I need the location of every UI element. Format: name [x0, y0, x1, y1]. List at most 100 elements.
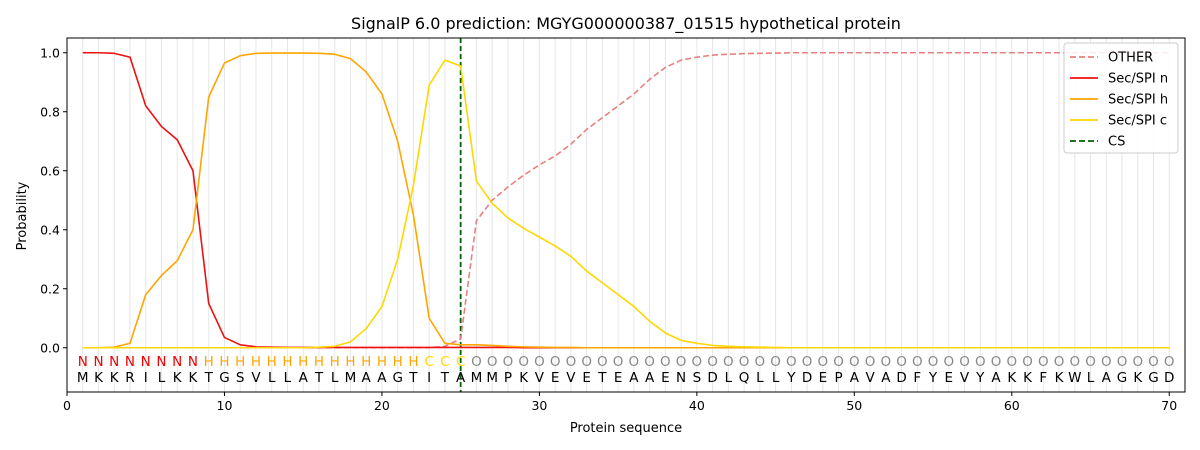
residue-label: D: [707, 370, 717, 386]
residue-label: R: [125, 370, 134, 386]
region-label: H: [345, 354, 355, 370]
region-label: O: [833, 354, 844, 370]
series-line-sec-spi-c: [82, 59, 1170, 349]
region-label: N: [78, 354, 88, 370]
residue-label: G: [219, 370, 229, 386]
region-label: O: [912, 354, 923, 370]
region-label: O: [534, 354, 545, 370]
residue-label: M: [345, 370, 357, 386]
region-label: N: [141, 354, 151, 370]
residue-label: L: [725, 370, 733, 386]
region-label: O: [1006, 354, 1017, 370]
region-label: C: [424, 354, 433, 370]
y-axis-label: Probability: [15, 181, 30, 250]
y-tick-label: 0.4: [40, 222, 60, 237]
region-label: N: [188, 354, 198, 370]
residue-label: K: [1055, 370, 1065, 386]
x-tick-label: 30: [531, 398, 547, 413]
region-label: O: [1101, 354, 1112, 370]
x-tick-label: 0: [63, 398, 71, 413]
region-label: O: [597, 354, 608, 370]
region-label: H: [408, 354, 418, 370]
region-label: O: [1117, 354, 1128, 370]
residue-label: P: [834, 370, 842, 386]
residue-label: F: [913, 370, 921, 386]
region-label: H: [235, 354, 245, 370]
residue-label: A: [991, 370, 1001, 386]
legend-label: Sec/SPI h: [1108, 93, 1168, 108]
residue-label: M: [77, 370, 89, 386]
region-label: O: [928, 354, 939, 370]
residue-label: S: [236, 370, 245, 386]
region-label: O: [802, 354, 813, 370]
region-label: H: [377, 354, 387, 370]
residue-label: K: [519, 370, 529, 386]
region-label: H: [314, 354, 324, 370]
region-label: O: [550, 354, 561, 370]
residue-label: P: [504, 370, 512, 386]
residue-label: T: [314, 370, 324, 386]
residue-label: F: [1039, 370, 1047, 386]
residue-label: Y: [975, 370, 985, 386]
residue-label: K: [110, 370, 120, 386]
residue-label: G: [1117, 370, 1127, 386]
region-label: O: [739, 354, 750, 370]
residue-label: L: [268, 370, 276, 386]
region-label: O: [487, 354, 498, 370]
series-line-sec-spi-n: [82, 51, 1170, 349]
region-label: O: [1148, 354, 1159, 370]
grid-layer: [82, 38, 1170, 392]
residue-label: A: [629, 370, 639, 386]
region-label: O: [660, 354, 671, 370]
region-label: O: [1132, 354, 1143, 370]
residue-label: E: [819, 370, 828, 386]
residue-label: G: [392, 370, 402, 386]
region-label: O: [503, 354, 514, 370]
region-label: O: [770, 354, 781, 370]
region-label: N: [156, 354, 166, 370]
residue-label: A: [850, 370, 860, 386]
tick-layer: 0 10 20 30 40 50 60 70 0.0 0.2 0.4 0.6 0.8 1.0: [40, 45, 1177, 413]
residue-label: E: [551, 370, 560, 386]
x-tick-label: 40: [689, 398, 705, 413]
region-label: C: [440, 354, 449, 370]
residue-label: T: [597, 370, 607, 386]
region-label: H: [204, 354, 214, 370]
residue-label: K: [1007, 370, 1017, 386]
residue-label: V: [566, 370, 576, 386]
region-label: O: [723, 354, 734, 370]
residue-label: V: [960, 370, 970, 386]
residue-label: A: [456, 370, 466, 386]
residue-label: A: [362, 370, 372, 386]
region-label: O: [991, 354, 1002, 370]
region-label: O: [1085, 354, 1096, 370]
region-label: O: [1054, 354, 1065, 370]
region-label: O: [1038, 354, 1049, 370]
y-tick-label: 1.0: [40, 45, 60, 60]
region-label: N: [93, 354, 103, 370]
chart-title: SignalP 6.0 prediction: MGYG000000387_01…: [351, 14, 901, 34]
residue-label: T: [408, 370, 418, 386]
plot-frame: [66, 37, 1186, 393]
region-label: N: [172, 354, 182, 370]
region-label: O: [613, 354, 624, 370]
residue-label: T: [440, 370, 450, 386]
series-line-other: [82, 51, 1170, 349]
residue-label: T: [204, 370, 214, 386]
region-label: O: [896, 354, 907, 370]
x-tick-label: 50: [846, 398, 862, 413]
residue-label: L: [756, 370, 764, 386]
region-label: O: [975, 354, 986, 370]
residue-label: V: [535, 370, 545, 386]
residue-label: V: [251, 370, 261, 386]
x-tick-label: 10: [217, 398, 233, 413]
legend-label: OTHER: [1108, 51, 1153, 66]
legend-label: Sec/SPI c: [1108, 114, 1167, 129]
residue-label: Q: [739, 370, 750, 386]
residue-label: A: [299, 370, 309, 386]
residue-label: L: [284, 370, 292, 386]
residue-label: K: [94, 370, 104, 386]
sequence-layer: NMNKNKNRNINLNKNKHTHGHSHVHLHLHAHTHLHMHAHA…: [77, 354, 1175, 386]
region-label: O: [865, 354, 876, 370]
